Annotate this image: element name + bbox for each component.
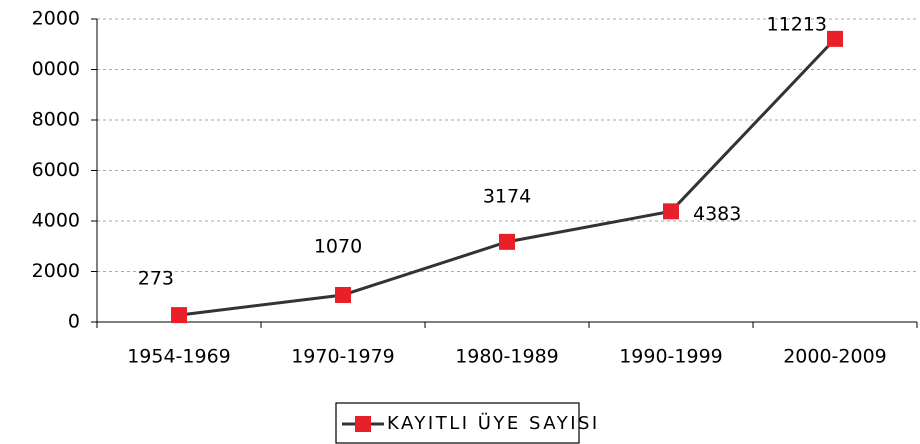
x-tick-label: 1954-1969 xyxy=(127,346,231,368)
data-label: 11213 xyxy=(767,13,827,35)
y-tick-label: 2000 xyxy=(32,8,80,30)
y-tick-label: 0000 xyxy=(32,58,80,80)
marker xyxy=(499,233,515,250)
marker xyxy=(663,203,679,220)
y-tick-label: 8000 xyxy=(32,109,80,131)
y-tick-label: 4000 xyxy=(32,210,80,232)
marker xyxy=(335,286,351,303)
x-tick-label: 2000-2009 xyxy=(783,346,887,368)
x-tick-label: 1990-1999 xyxy=(619,346,723,368)
marker xyxy=(827,30,843,47)
data-label: 3174 xyxy=(483,185,531,207)
line xyxy=(178,37,837,317)
y-tick-label: 0 xyxy=(68,311,80,333)
data-label: 273 xyxy=(138,268,174,290)
x-tick-label: 1980-1989 xyxy=(455,346,559,368)
y-tick-label: 2000 xyxy=(32,260,80,282)
legend-text: KAYITLI ÜYE SAYISI xyxy=(387,412,600,434)
legend-marker xyxy=(355,416,371,432)
data-label: 4383 xyxy=(693,203,741,225)
marker xyxy=(171,307,187,324)
data-label: 1070 xyxy=(314,235,362,257)
x-tick-label: 1970-1979 xyxy=(291,346,395,368)
y-tick-label: 6000 xyxy=(32,159,80,181)
